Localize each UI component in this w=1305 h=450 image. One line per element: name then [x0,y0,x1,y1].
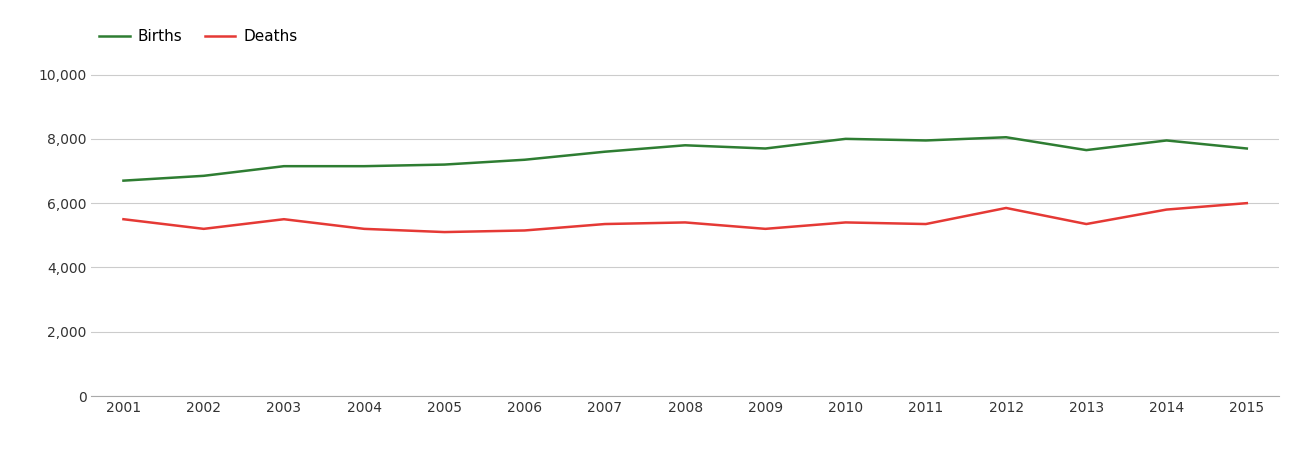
Deaths [838,220,853,225]
Line: Births: Births [124,137,1246,180]
Legend: Births, Deaths: Births, Deaths [99,29,298,44]
Deaths [437,230,453,235]
Births [838,136,853,142]
Deaths [277,216,292,222]
Deaths [1238,200,1254,206]
Deaths [757,226,773,232]
Births [998,135,1014,140]
Deaths [998,205,1014,211]
Deaths [116,216,132,222]
Births [277,163,292,169]
Deaths [196,226,211,232]
Births [757,146,773,151]
Births [677,143,693,148]
Deaths [356,226,372,232]
Births [1238,146,1254,151]
Births [598,149,613,154]
Deaths [1078,221,1094,227]
Deaths [917,221,933,227]
Line: Deaths: Deaths [124,203,1246,232]
Births [517,157,532,162]
Births [1159,138,1174,143]
Deaths [517,228,532,233]
Deaths [677,220,693,225]
Births [437,162,453,167]
Deaths [1159,207,1174,212]
Births [917,138,933,143]
Births [116,178,132,183]
Deaths [598,221,613,227]
Births [356,163,372,169]
Births [196,173,211,179]
Births [1078,148,1094,153]
